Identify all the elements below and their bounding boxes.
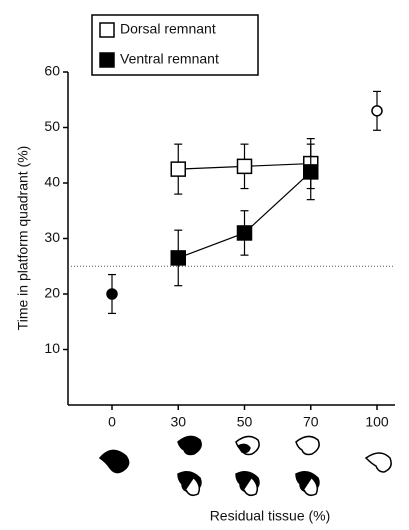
y-tick-label: 50 [44,118,60,134]
legend-box [91,14,259,76]
marker [303,164,319,180]
marker [236,158,253,175]
x-tick-label: 100 [365,414,389,430]
legend-label: Dorsal remnant [120,21,216,37]
marker [106,288,118,300]
marker [170,250,186,266]
marker [371,105,383,117]
legend-label: Ventral remnant [120,51,219,67]
x-tick-label: 50 [237,414,253,430]
y-tick-label: 60 [44,63,60,79]
brain-icons [98,435,392,497]
marker [99,22,115,38]
x-axis-label: Residual tissue (%) [210,508,331,524]
marker [170,161,186,177]
marker [236,225,253,241]
y-axis-label: Time in platform quadrant (%) [15,146,31,331]
marker [99,52,115,68]
y-tick-label: 20 [44,285,60,301]
y-tick-label: 30 [44,229,60,245]
x-tick-label: 0 [108,414,116,430]
x-tick-label: 70 [303,414,319,430]
y-tick-label: 10 [44,340,60,356]
y-tick-label: 40 [44,174,60,190]
x-tick-label: 30 [170,414,186,430]
